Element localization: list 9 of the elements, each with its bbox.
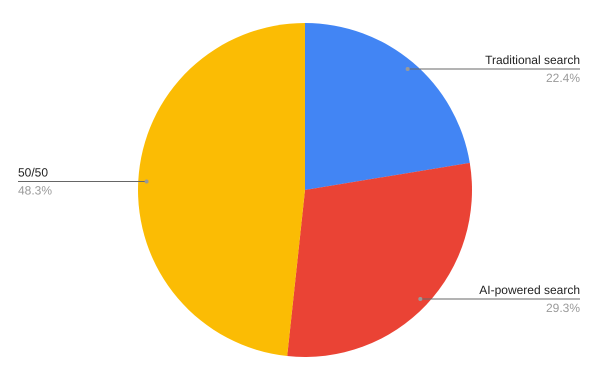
pie-slice	[138, 23, 305, 356]
pie-slice	[305, 23, 470, 190]
slice-label: Traditional search	[485, 53, 580, 68]
data-label: 29.3%	[546, 300, 580, 315]
slice-label: AI-powered search	[479, 282, 580, 297]
data-label: 48.3%	[18, 184, 52, 198]
data-label: 22.4%	[546, 71, 580, 86]
pie-slice	[287, 162, 472, 357]
slice-label: 50/50	[18, 166, 48, 180]
